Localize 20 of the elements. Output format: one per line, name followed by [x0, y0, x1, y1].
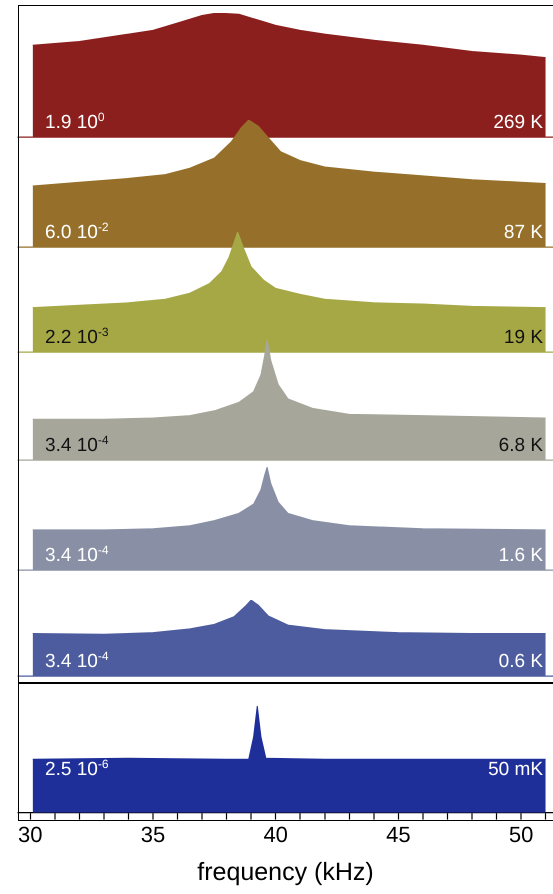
- x-axis-title: frequency (kHz): [197, 858, 374, 886]
- annotation: 2.2 10$^{-3}$: [45, 325, 108, 348]
- annotation: 0.6 K: [498, 651, 543, 672]
- annotation: 50 mK: [488, 759, 543, 780]
- annotation: 2.5 10$^{-6}$: [45, 757, 108, 780]
- x-tick-label: 40: [263, 822, 288, 847]
- annotation: 3.4 10$^{-4}$: [45, 543, 108, 566]
- annotation: 3.4 10$^{-4}$: [45, 433, 108, 456]
- x-tick-label: 35: [140, 822, 166, 847]
- annotation: 6.8 K: [498, 435, 543, 456]
- x-tick-label: 50: [508, 822, 534, 847]
- annotation: 6.0 10$^{-2}$: [45, 220, 108, 243]
- x-tick-label: 45: [386, 822, 411, 847]
- annotation: 269 K: [493, 112, 543, 133]
- annotation: 3.4 10$^{-4}$: [45, 649, 108, 672]
- annotation: 87 K: [504, 222, 543, 243]
- x-tick-label: 30: [18, 822, 43, 847]
- annotation: 1.9 10$^{0}$: [45, 110, 105, 133]
- annotation: 19 K: [504, 327, 543, 348]
- annotation: 1.6 K: [498, 545, 543, 566]
